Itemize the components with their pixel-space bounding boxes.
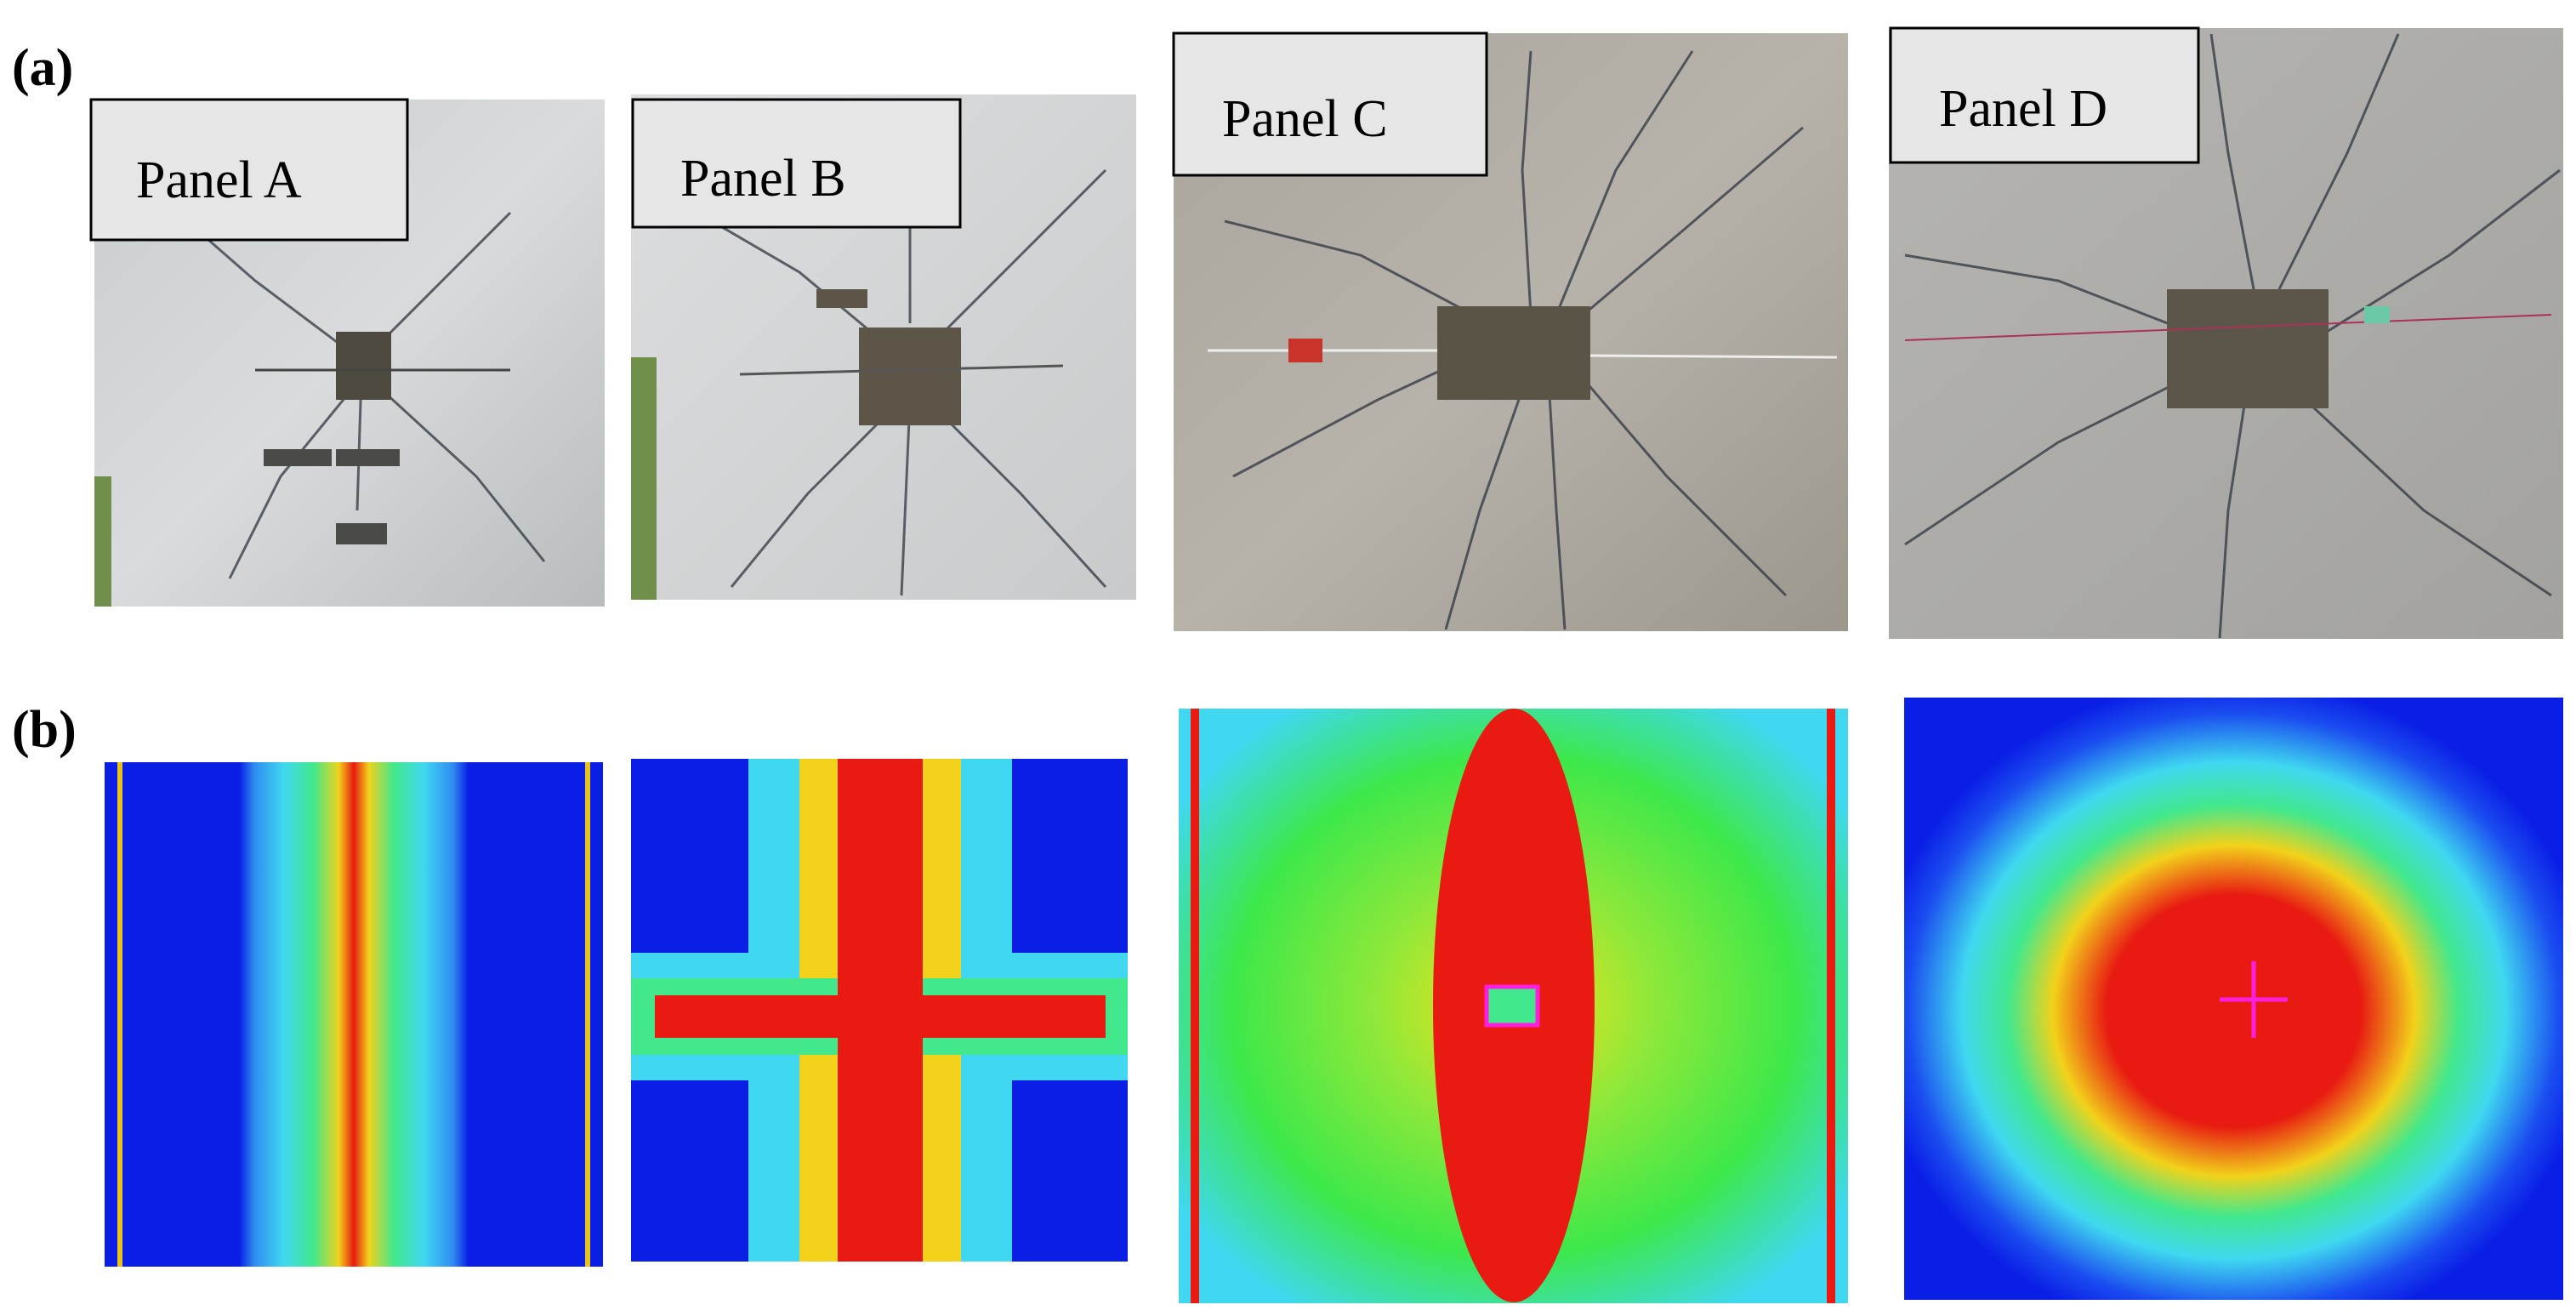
panel-label-box: Panel D <box>1889 26 2200 164</box>
panel-label: Panel C <box>1222 90 1388 148</box>
panel-label-box: Panel B <box>631 98 962 229</box>
photo <box>1889 28 2563 639</box>
panel-label: Panel D <box>1939 80 2107 138</box>
panel-label-box: Panel C <box>1172 31 1488 177</box>
panel-label: Panel B <box>680 150 846 208</box>
panel-label-box: Panel A <box>89 98 409 242</box>
simulation <box>631 759 1128 1262</box>
simulation <box>105 762 603 1267</box>
simulation <box>1179 709 1848 1303</box>
row-label: (a) <box>12 39 73 97</box>
simulation <box>1904 698 2563 1300</box>
row-label: (b) <box>12 701 77 759</box>
panel-label: Panel A <box>136 151 302 209</box>
